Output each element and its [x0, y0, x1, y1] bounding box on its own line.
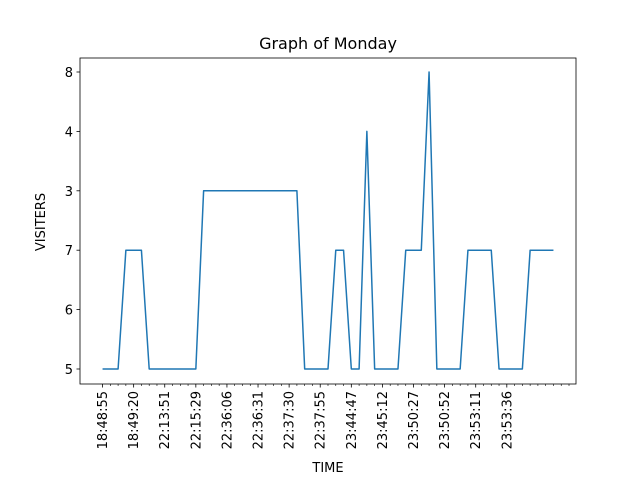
x-tick-label: 22:36:31 [252, 391, 267, 449]
x-tick-label: 23:53:36 [500, 391, 515, 449]
x-tick-label: 23:50:27 [407, 391, 422, 449]
x-tick-label: 22:15:29 [189, 391, 204, 449]
y-tick-label: 6 [65, 304, 73, 319]
y-tick-label: 4 [65, 125, 73, 140]
y-tick-label: 5 [65, 363, 73, 378]
x-tick-label: 22:37:55 [314, 391, 329, 449]
x-tick-label: 23:53:11 [469, 391, 484, 449]
x-tick-label: 22:36:06 [220, 391, 235, 449]
y-axis-label: VISITERS [34, 193, 49, 251]
x-tick-label: 22:13:51 [158, 391, 173, 449]
x-tick-label: 18:49:20 [127, 391, 142, 449]
chart-title: Graph of Monday [259, 34, 397, 53]
x-axis-label: TIME [311, 461, 343, 476]
x-tick-label: 23:50:52 [438, 391, 453, 449]
y-tick-label: 3 [65, 185, 73, 200]
x-tick-label: 23:45:12 [376, 391, 391, 449]
x-tick-label: 18:48:55 [96, 391, 111, 449]
y-tick-label: 7 [65, 244, 73, 259]
x-tick-label: 23:44:47 [345, 391, 360, 449]
x-tick-label: 22:37:30 [283, 391, 298, 449]
plot-area: 5 6 7 3 4 8 18:48:55 18:49:20 22:13:51 22:15:29 22… [65, 57, 577, 449]
series-line [102, 71, 554, 370]
y-tick-label: 8 [65, 66, 73, 81]
